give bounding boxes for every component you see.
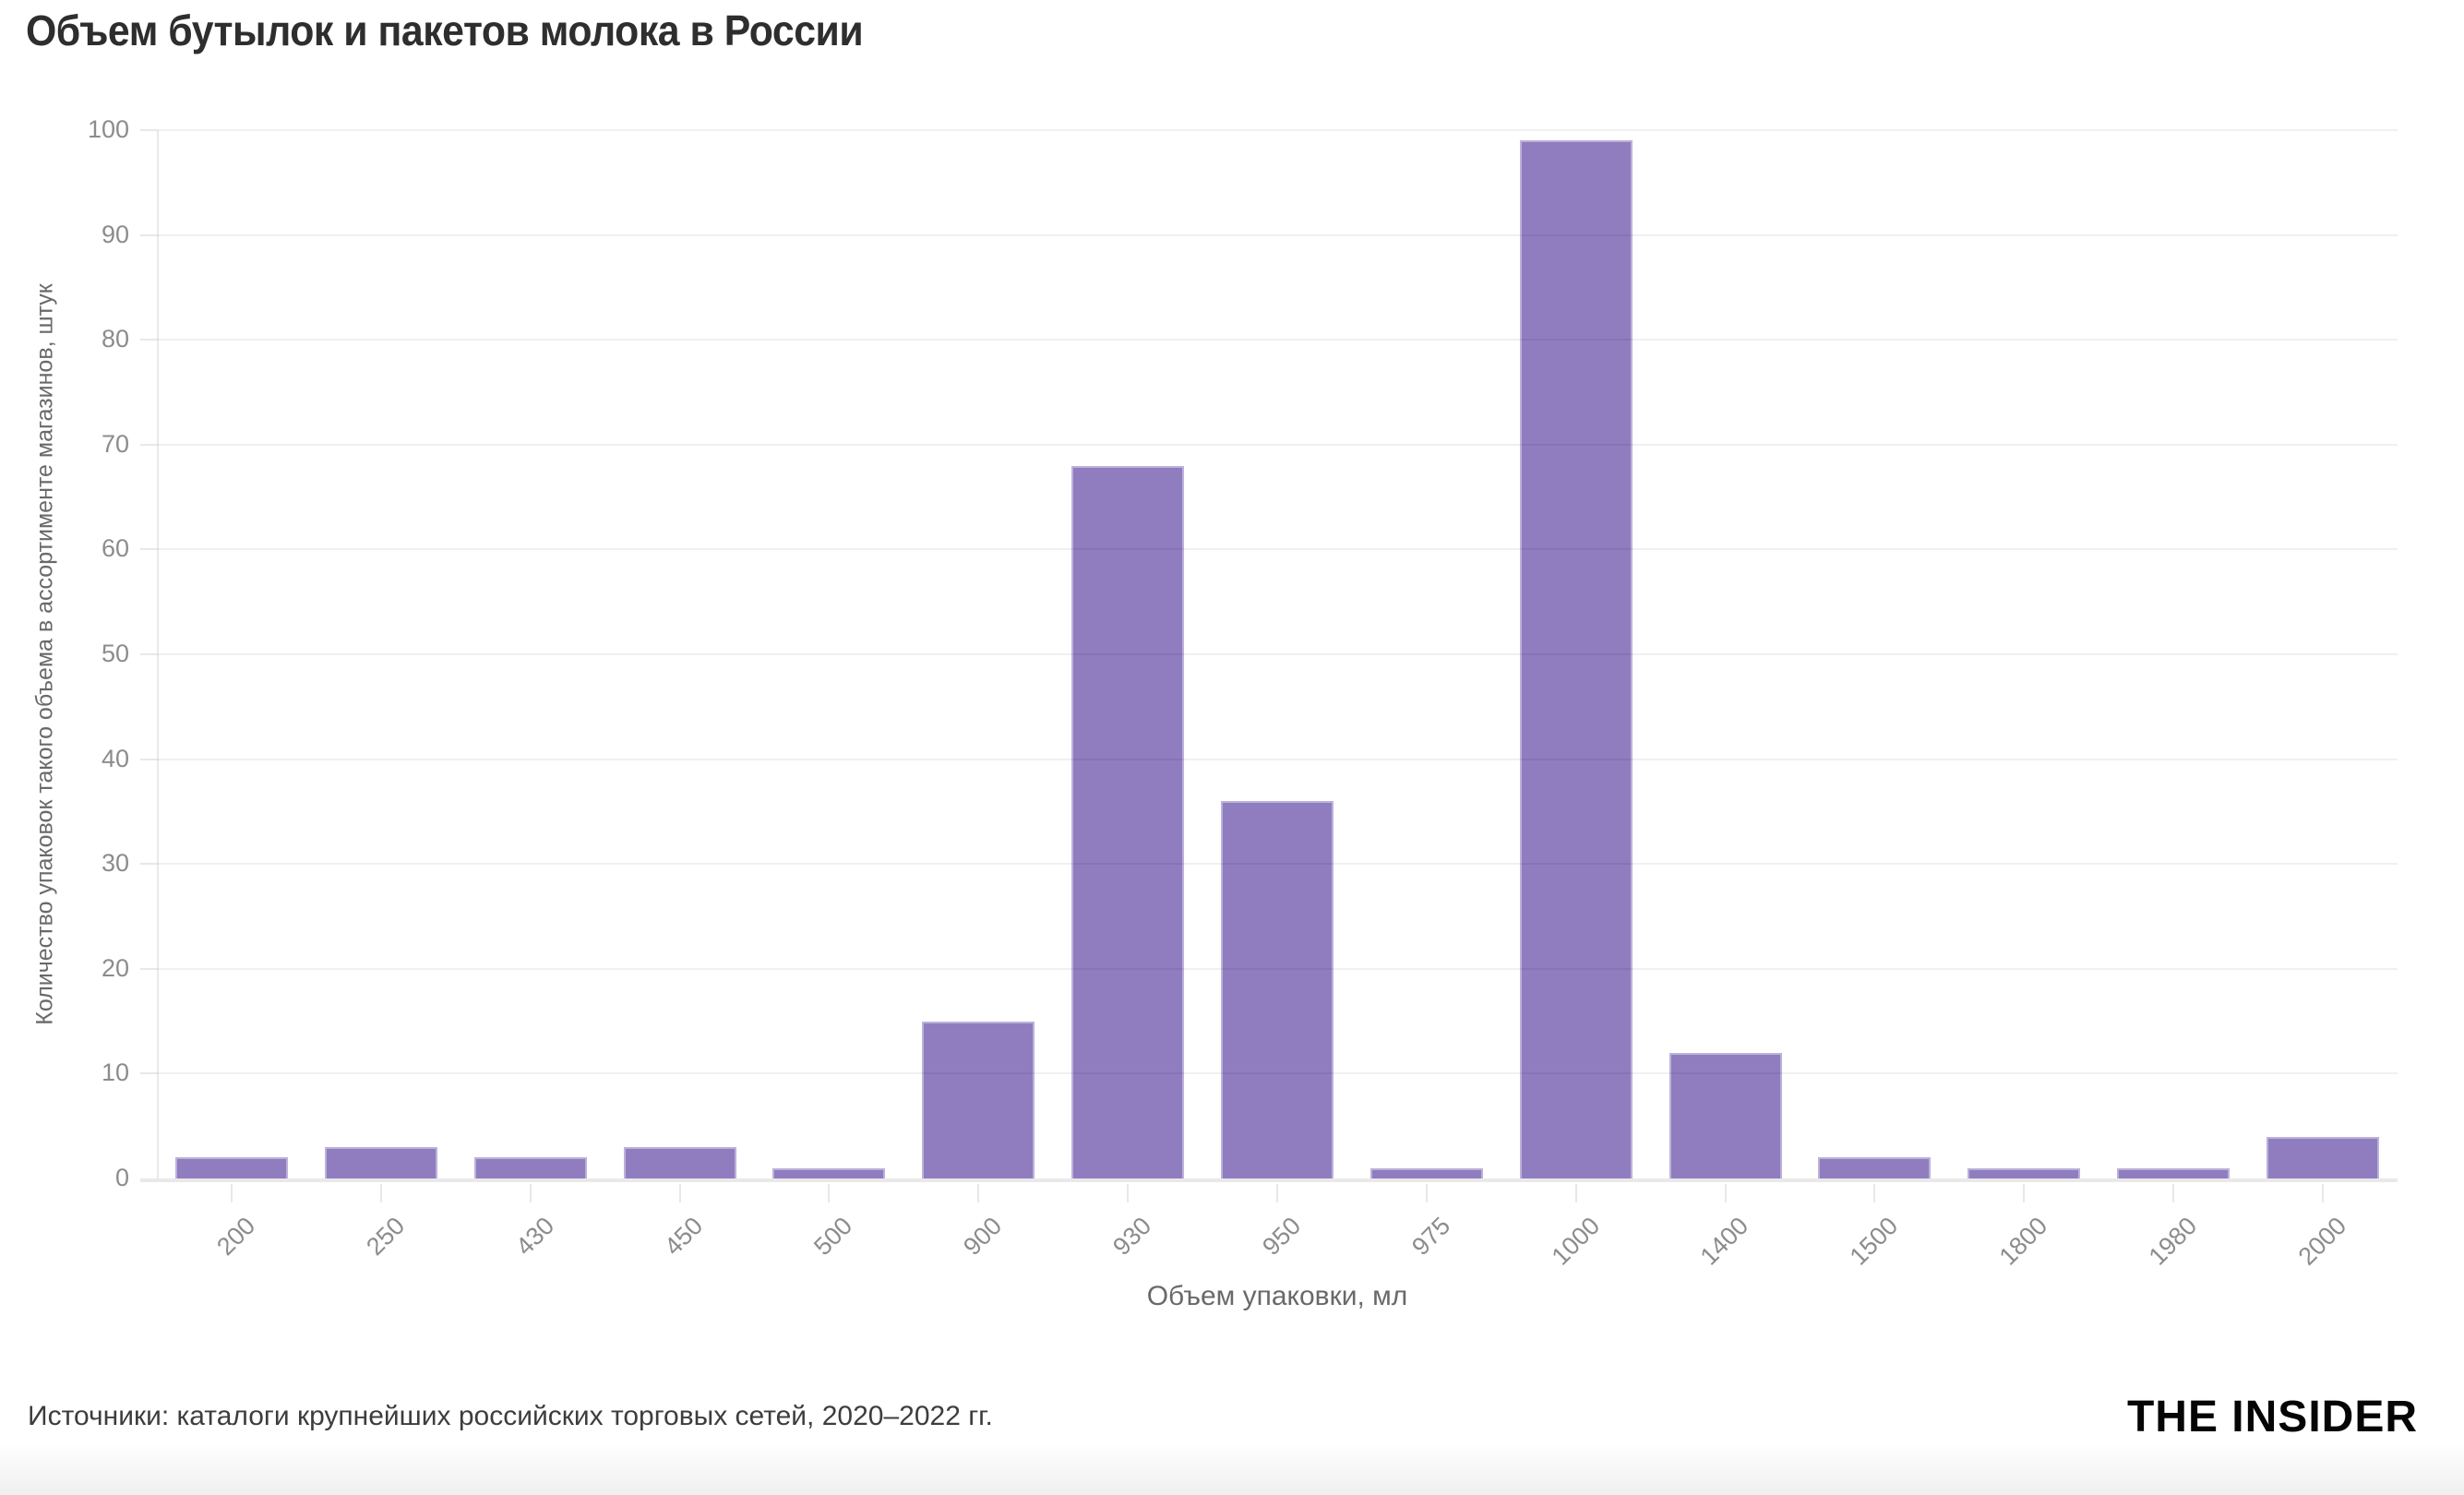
bar — [1071, 465, 1185, 1178]
x-tick-mark — [2172, 1184, 2175, 1202]
y-tick-label: 20 — [101, 953, 129, 982]
chart-plot-area: 200 250 430 450 500 900 930 950 975 1000 1400 1500 1… — [140, 129, 2398, 1271]
bar-band: 450 — [605, 130, 755, 1261]
y-tick-label: 40 — [101, 744, 129, 772]
y-tick-mark — [140, 443, 157, 446]
x-tick-label: 2000 — [2292, 1212, 2352, 1271]
x-tick-mark — [529, 1184, 532, 1202]
y-tick-label: 30 — [101, 849, 129, 878]
y-tick-mark — [140, 863, 157, 866]
bar — [324, 1146, 437, 1178]
x-tick-label: 930 — [1107, 1212, 1157, 1262]
bar-band: 1980 — [2099, 130, 2248, 1271]
y-axis-line — [157, 130, 159, 1178]
page-title: Объем бутылок и пакетов молока в России — [26, 6, 864, 54]
bar — [1968, 1167, 2081, 1178]
x-tick-mark — [1127, 1184, 1130, 1202]
bar — [623, 1146, 736, 1178]
x-tick-mark — [828, 1184, 831, 1202]
x-axis-baseline — [140, 1178, 2398, 1182]
x-tick-label: 900 — [958, 1212, 1008, 1262]
x-tick-label: 430 — [509, 1212, 559, 1262]
bars-container: 200 250 430 450 500 900 930 950 975 1000 1400 1500 1… — [157, 130, 2398, 1271]
x-tick-label: 200 — [211, 1212, 261, 1262]
y-tick-mark — [140, 758, 157, 760]
bar-band: 1400 — [1651, 130, 1800, 1271]
bar — [922, 1021, 1035, 1178]
bar-band: 250 — [306, 130, 456, 1261]
y-tick-mark — [140, 129, 157, 131]
bar-band: 900 — [903, 130, 1053, 1261]
y-tick-label: 60 — [101, 534, 129, 563]
bar — [174, 1157, 288, 1178]
x-tick-label: 1500 — [1844, 1212, 1904, 1271]
x-tick-mark — [1425, 1184, 1428, 1202]
bar-band: 950 — [1202, 130, 1352, 1261]
bar — [1519, 140, 1633, 1178]
x-tick-mark — [977, 1184, 980, 1202]
x-tick-label: 1000 — [1546, 1212, 1605, 1271]
footer-source: Источники: каталоги крупнейших российски… — [28, 1401, 993, 1431]
y-tick-mark — [140, 1072, 157, 1075]
x-tick-mark — [2321, 1184, 2324, 1202]
y-tick-label: 0 — [114, 1164, 129, 1191]
y-tick-mark — [140, 548, 157, 551]
x-tick-mark — [2023, 1184, 2026, 1202]
y-tick-label: 10 — [101, 1058, 129, 1087]
bar-band: 500 — [754, 130, 903, 1261]
y-tick-mark — [140, 653, 157, 655]
bar-band: 430 — [456, 130, 605, 1261]
bar-band: 1500 — [1800, 130, 1949, 1271]
y-tick-label: 100 — [87, 115, 129, 143]
y-tick-label: 70 — [101, 429, 129, 458]
bottom-gradient — [0, 1443, 2464, 1495]
x-tick-label: 450 — [659, 1212, 709, 1262]
x-tick-label: 950 — [1257, 1212, 1307, 1262]
x-tick-label: 250 — [360, 1212, 411, 1262]
x-tick-mark — [1873, 1184, 1876, 1202]
bar — [2266, 1136, 2379, 1178]
bar — [1818, 1157, 1932, 1178]
bar — [772, 1167, 886, 1178]
x-tick-mark — [379, 1184, 382, 1202]
x-tick-mark — [230, 1184, 233, 1202]
bar-band: 1800 — [1949, 130, 2099, 1271]
x-tick-mark — [1275, 1184, 1278, 1202]
bar-band: 1000 — [1501, 130, 1651, 1271]
bar — [473, 1157, 587, 1178]
y-tick-mark — [140, 339, 157, 341]
y-tick-mark — [140, 967, 157, 970]
bar — [1669, 1052, 1782, 1178]
bar-band: 930 — [1053, 130, 1202, 1261]
y-tick-label: 50 — [101, 640, 129, 667]
y-tick-mark — [140, 233, 157, 236]
x-tick-label: 1400 — [1695, 1212, 1754, 1271]
x-tick-label: 500 — [808, 1212, 858, 1262]
bar-band: 975 — [1352, 130, 1501, 1261]
x-tick-label: 1800 — [1993, 1212, 2053, 1271]
brand-logo: THE INSIDER — [2126, 1393, 2418, 1441]
bar-band: 200 — [157, 130, 306, 1261]
x-tick-label: 1980 — [2143, 1212, 2203, 1271]
bar — [1370, 1167, 1483, 1178]
x-tick-mark — [1574, 1184, 1577, 1202]
bar — [2117, 1167, 2231, 1178]
y-tick-label: 80 — [101, 325, 129, 353]
y-tick-label: 90 — [101, 220, 129, 248]
x-tick-mark — [678, 1184, 681, 1202]
x-tick-label: 975 — [1405, 1212, 1456, 1262]
bar-band: 2000 — [2248, 130, 2398, 1271]
x-tick-mark — [1724, 1184, 1727, 1202]
bar — [1220, 801, 1334, 1178]
x-axis-title: Объем упаковки, мл — [1146, 1281, 1408, 1311]
